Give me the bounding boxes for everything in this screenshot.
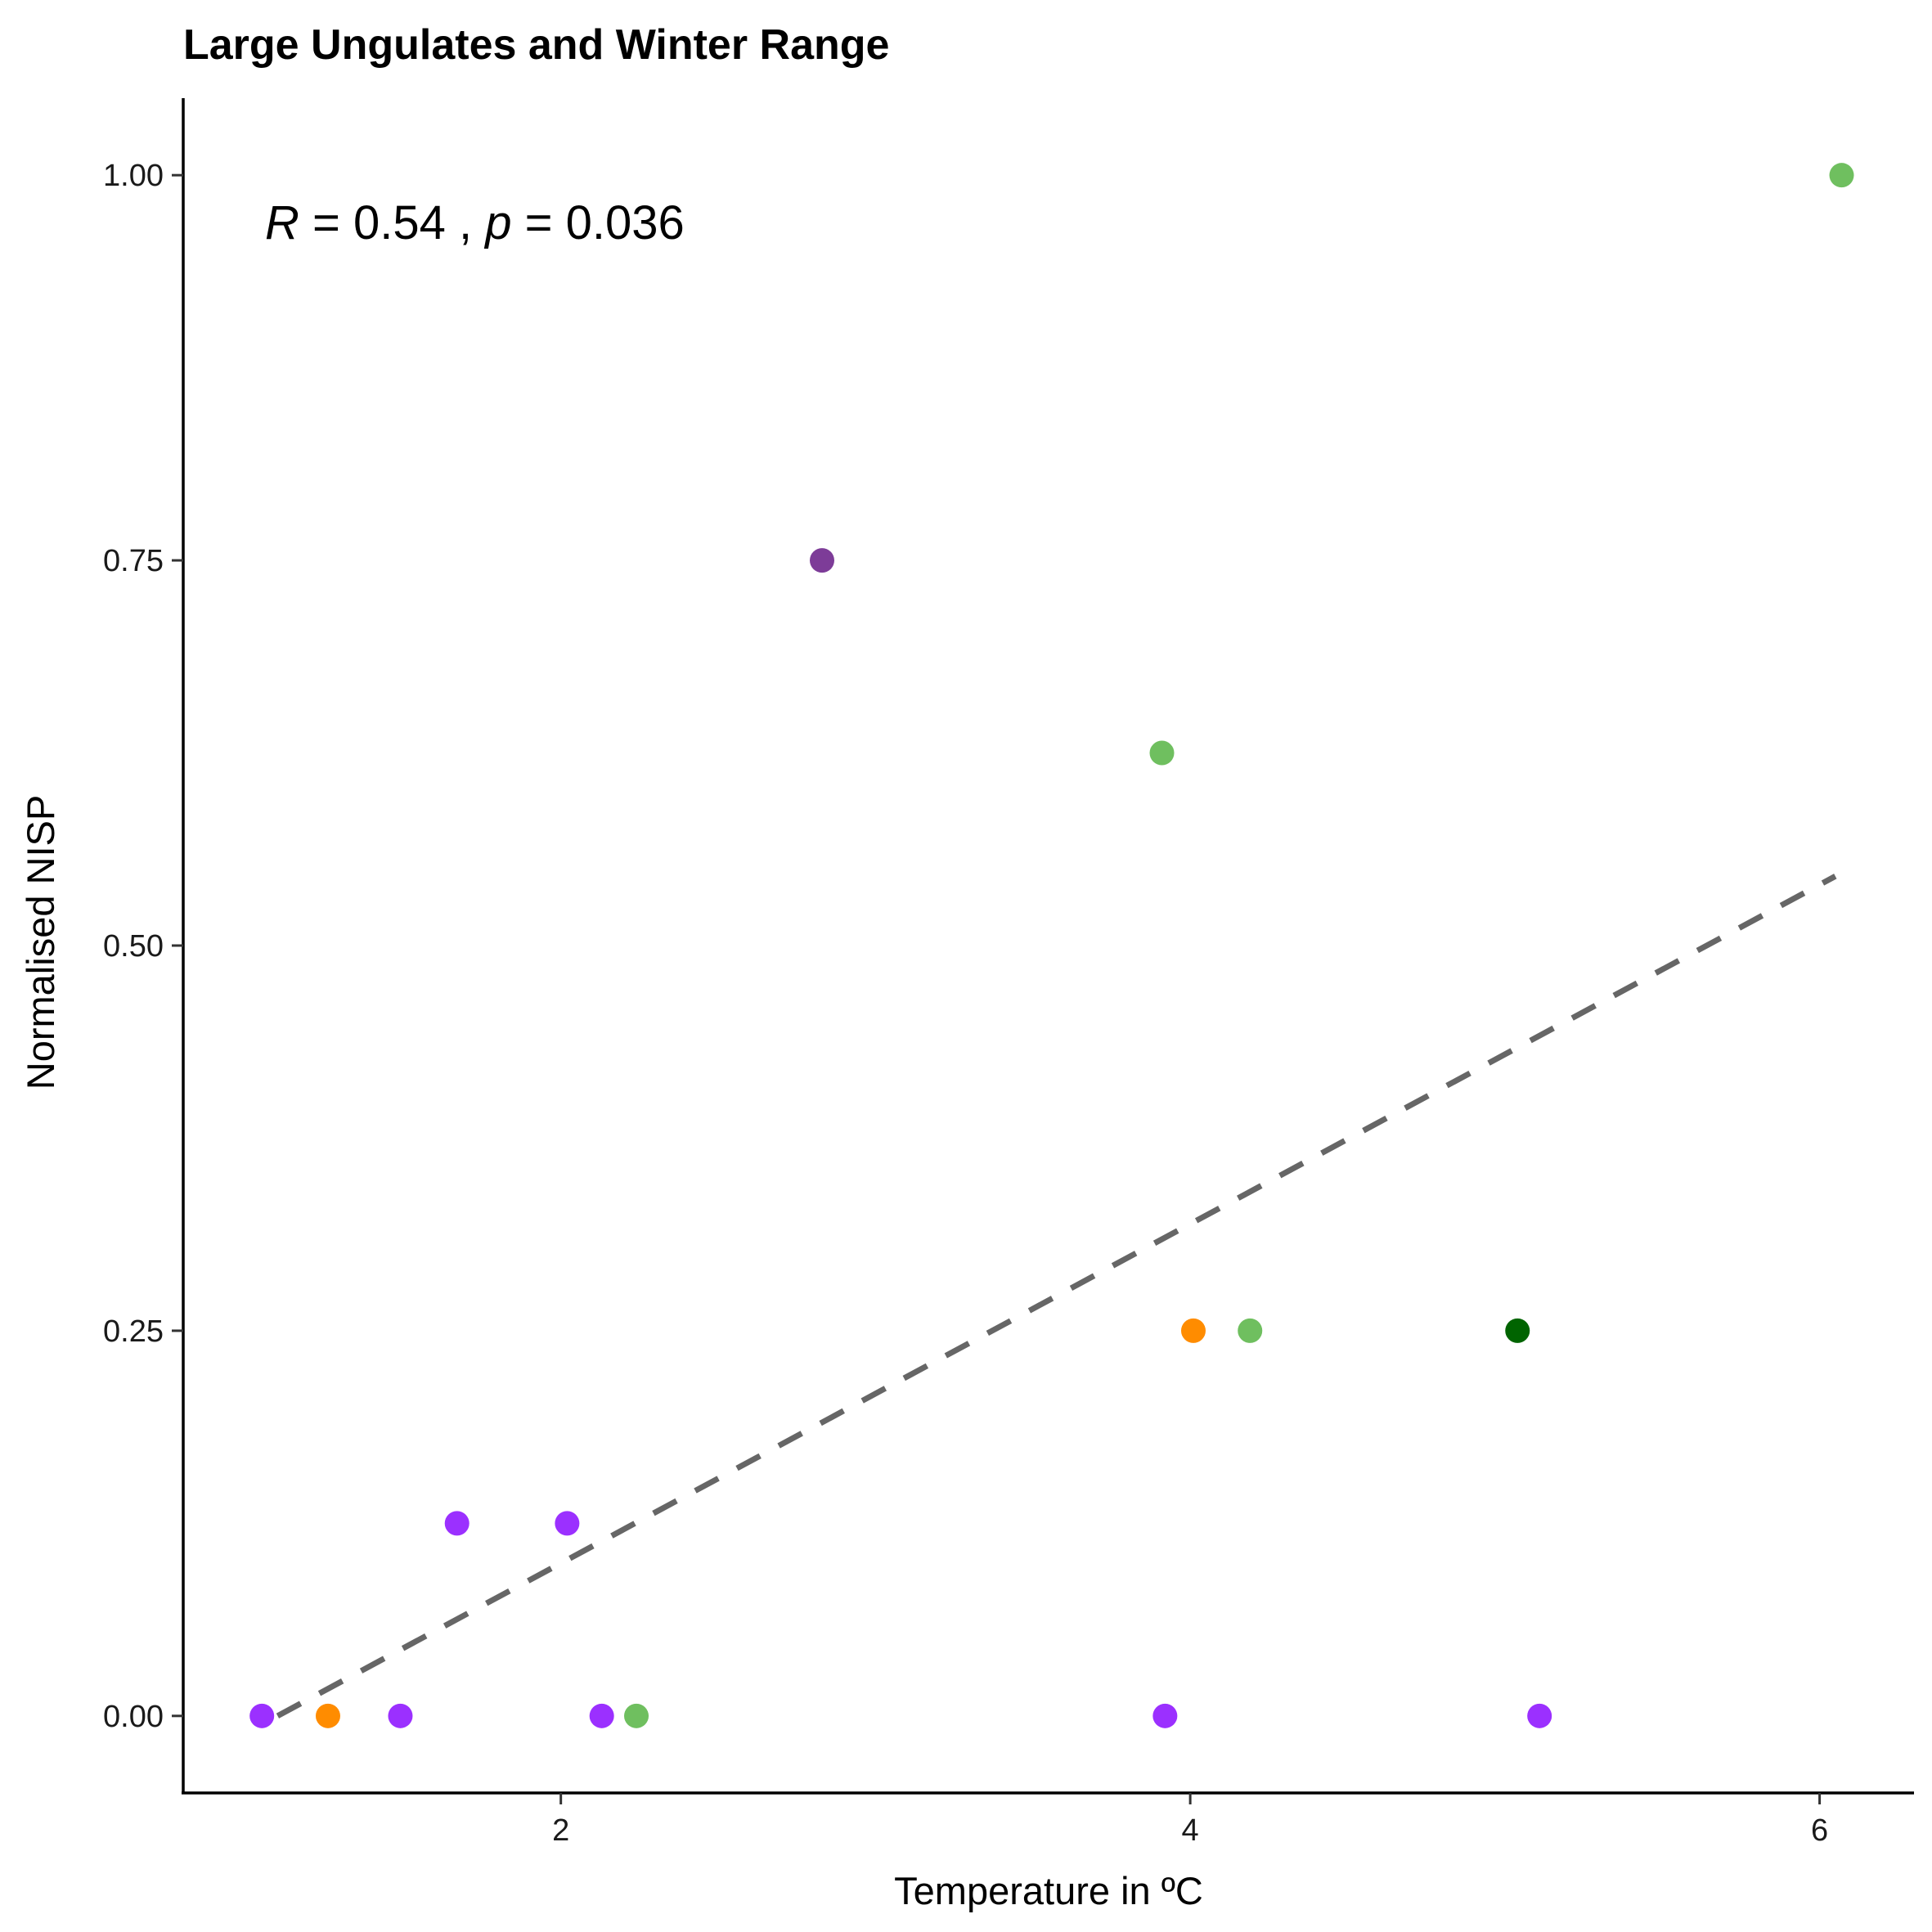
data-point — [589, 1703, 614, 1728]
x-tick-label: 6 — [1811, 1813, 1828, 1848]
chart-title: Large Ungulates and Winter Range — [183, 21, 889, 69]
data-point — [1829, 163, 1854, 188]
x-tick-label: 2 — [552, 1813, 569, 1848]
data-point — [555, 1511, 580, 1536]
x-axis-ticks: 2 4 6 — [552, 1793, 1828, 1848]
data-point — [1238, 1318, 1263, 1343]
p-value: = 0.036 — [525, 196, 685, 249]
data-point — [315, 1703, 340, 1728]
p-symbol: p — [483, 196, 511, 249]
data-point — [1527, 1703, 1552, 1728]
data-point — [249, 1703, 275, 1728]
data-point — [624, 1703, 649, 1728]
y-axis-ticks: 0.00 0.25 0.50 0.75 1.00 — [103, 159, 183, 1734]
r-symbol: R — [265, 196, 299, 249]
data-point — [1180, 1318, 1206, 1343]
data-point — [388, 1703, 413, 1728]
y-tick-label: 0.50 — [103, 929, 164, 964]
x-tick-label: 4 — [1182, 1813, 1199, 1848]
annotation-separator: , — [459, 196, 485, 249]
y-tick-label: 0.25 — [103, 1314, 164, 1349]
y-tick-label: 0.00 — [103, 1700, 164, 1734]
trend-line — [276, 874, 1837, 1719]
plot-area — [249, 163, 1854, 1728]
x-axis-label: Temperature in ºC — [894, 1869, 1203, 1912]
y-axis-label: Normalised NISP — [19, 795, 62, 1090]
data-point — [809, 548, 834, 573]
r-value: = 0.54 — [312, 196, 446, 249]
data-point — [1505, 1318, 1530, 1343]
y-tick-label: 1.00 — [103, 159, 164, 193]
correlation-annotation: R = 0.54 , p = 0.036 — [265, 196, 685, 249]
data-point — [1152, 1703, 1178, 1728]
y-tick-label: 0.75 — [103, 544, 164, 578]
data-point — [1149, 740, 1175, 766]
data-point — [444, 1511, 470, 1536]
